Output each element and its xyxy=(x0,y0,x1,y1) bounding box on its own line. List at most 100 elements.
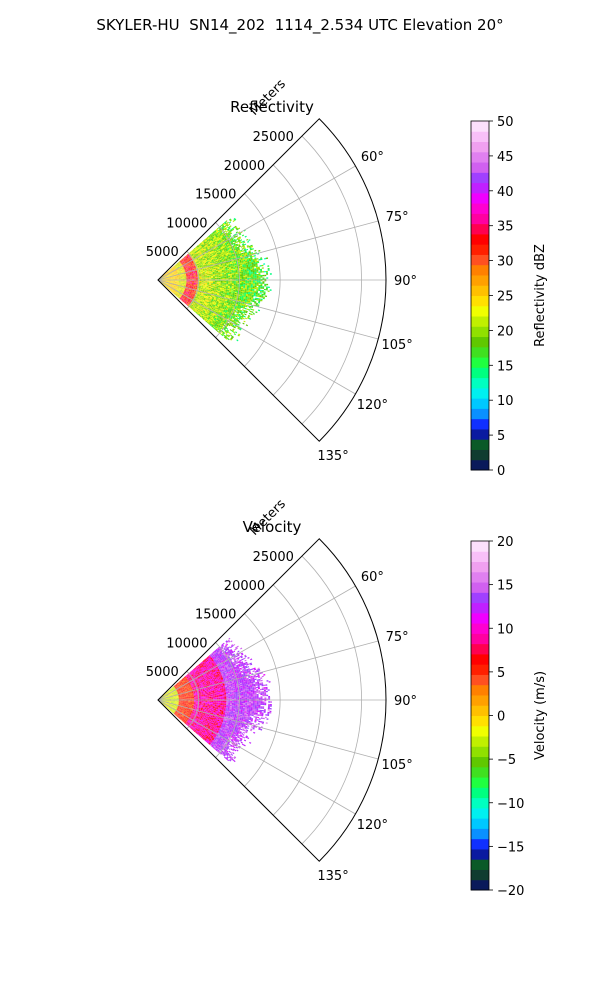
radar-gate xyxy=(177,291,180,293)
radar-gate xyxy=(180,289,183,291)
radar-gate xyxy=(179,291,182,293)
radar-gate xyxy=(184,275,187,276)
radar-gate xyxy=(178,290,180,292)
radar-gate xyxy=(163,276,165,278)
radar-gate xyxy=(179,262,181,264)
radar-gate xyxy=(173,270,175,272)
radar-gate xyxy=(181,266,183,268)
radar-gate xyxy=(171,272,174,274)
radar-gate xyxy=(183,263,186,265)
radar-gate xyxy=(184,257,187,259)
radar-gate xyxy=(177,267,180,269)
radar-gate xyxy=(188,289,191,291)
radar-gate xyxy=(168,275,171,277)
radar-gate xyxy=(175,268,178,270)
radar-gate xyxy=(177,292,179,294)
radar-gate xyxy=(179,287,182,289)
radar-gate xyxy=(183,270,185,272)
radar-gate xyxy=(168,270,171,273)
radar-gate xyxy=(172,284,175,286)
radar-gate xyxy=(235,270,238,272)
radar-gate xyxy=(186,291,189,292)
reflectivity-panel: 500010000150002000025000Meters60°75°90°1… xyxy=(146,77,548,479)
radar-gate xyxy=(190,277,193,279)
radar-gate xyxy=(171,286,174,288)
radar-gate xyxy=(181,270,183,272)
radar-gate xyxy=(177,287,180,289)
radar-gate xyxy=(161,282,163,284)
radar-gate xyxy=(188,281,191,282)
radar-gate xyxy=(181,262,184,265)
radar-gate xyxy=(186,263,189,265)
radar-gate xyxy=(171,277,173,278)
radar-gate xyxy=(187,265,190,267)
radar-gate xyxy=(183,291,186,293)
radar-gate xyxy=(179,298,182,300)
radar-gate xyxy=(169,271,171,273)
radar-gate xyxy=(183,271,186,272)
radar-gate xyxy=(189,271,192,273)
radar-gate xyxy=(166,283,169,285)
radar-gate xyxy=(191,271,194,273)
radar-gate xyxy=(168,287,171,289)
radar-gate xyxy=(169,282,171,283)
radar-gate xyxy=(161,276,163,278)
radar-gate xyxy=(182,274,185,276)
radar-gate xyxy=(165,282,167,283)
radar-gate xyxy=(189,272,192,274)
radar-gate xyxy=(182,300,185,303)
radar-gate xyxy=(184,282,187,284)
radar-gate xyxy=(190,267,193,269)
radar-gate xyxy=(178,284,181,286)
radar-gate xyxy=(176,288,179,290)
radar-gate xyxy=(170,288,173,290)
radar-gate xyxy=(177,264,180,266)
radar-gate xyxy=(170,284,173,285)
radar-gate xyxy=(165,276,167,278)
radar-gate xyxy=(172,292,175,294)
radar-gate xyxy=(177,266,179,268)
radar-gate xyxy=(178,276,181,277)
radar-gate xyxy=(177,295,179,297)
radar-gate xyxy=(176,292,179,295)
radar-gate xyxy=(185,265,187,267)
radar-gate xyxy=(172,276,175,277)
radar-gate xyxy=(168,273,170,275)
radar-gate xyxy=(174,282,177,283)
radar-gate xyxy=(183,267,186,269)
radar-gate xyxy=(182,297,185,300)
radar-gate xyxy=(179,270,181,272)
radar-gate xyxy=(168,270,170,272)
radar-gate xyxy=(184,284,187,286)
radar-gate xyxy=(164,275,167,277)
radar-gate xyxy=(231,272,234,274)
radar-gate xyxy=(175,264,178,266)
radar-gate xyxy=(182,284,185,285)
radar-gate xyxy=(183,259,186,261)
radar-gate xyxy=(231,273,234,275)
radar-gate xyxy=(164,283,167,285)
radar-gate xyxy=(190,276,193,278)
radar-gate xyxy=(234,278,236,280)
radar-gate xyxy=(166,285,168,287)
radar-gate xyxy=(178,289,181,290)
radar-gate xyxy=(188,283,191,285)
radar-gate xyxy=(180,294,182,296)
radar-gate xyxy=(176,275,179,276)
radar-gate xyxy=(224,280,227,282)
radar-gate xyxy=(174,277,177,278)
radar-gate xyxy=(177,271,180,273)
radar-gate xyxy=(182,285,185,286)
radar-gate xyxy=(187,266,190,268)
radar-gate xyxy=(166,271,169,273)
radar-gate xyxy=(166,284,169,286)
radar-gate xyxy=(177,292,179,294)
radar-gate xyxy=(176,277,179,278)
radar-gate xyxy=(188,282,191,283)
radar-gate xyxy=(183,293,185,295)
radar-gate xyxy=(172,285,174,287)
radar-gate xyxy=(185,293,187,295)
radar-gate xyxy=(164,274,166,276)
radar-gate xyxy=(205,281,208,283)
radar-gate xyxy=(184,298,186,301)
